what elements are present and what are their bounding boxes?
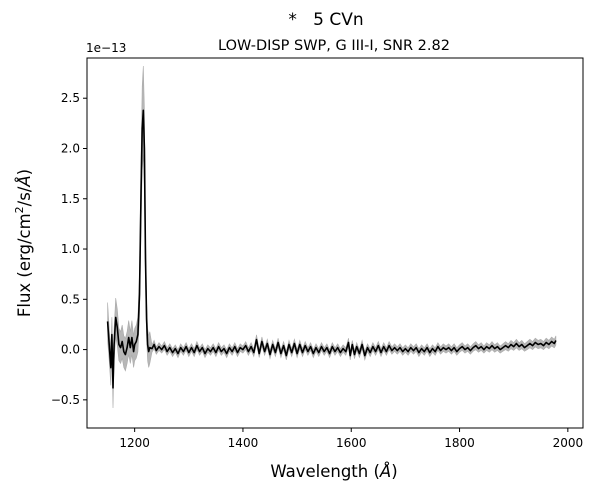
x-axis-label: Wavelength (Å) [270, 462, 397, 481]
series-line-0 [106, 109, 557, 389]
x-tick-label: 1200 [119, 436, 150, 450]
error-band-fill [107, 65, 557, 409]
x-axis-label-text: Wavelength ( [270, 462, 380, 481]
y-tick-label: 0.5 [61, 292, 80, 306]
y-tick-label: 2.0 [61, 141, 80, 155]
x-axis-label-end: ) [391, 462, 397, 481]
y-axis-label-end: ) [15, 169, 34, 175]
y-tick-label: 1.0 [61, 242, 80, 256]
y-axis-label-sup: 2 [13, 206, 26, 213]
axis-ticks: 1200 1400 1600 1800 2000 −0.5 0.0 0.5 1.0 1.5 2.0 2… [51, 91, 583, 450]
y-offset-label: 1e−13 [86, 41, 126, 55]
x-tick-label: 2000 [553, 436, 584, 450]
y-tick-label: 0.0 [61, 343, 80, 357]
x-tick-label: 1600 [336, 436, 367, 450]
error-band [107, 65, 557, 409]
y-axis-label: Flux (erg/cm2/s/Å) [13, 169, 34, 317]
y-tick-label: 2.5 [61, 91, 80, 105]
x-axis-label-unit: Å [379, 462, 391, 481]
y-axis-label-text: Flux (erg/cm [15, 213, 34, 317]
chart-suptitle: * 5 CVn [288, 10, 363, 30]
series-line-group [106, 109, 557, 389]
y-axis-label-unit: Å [15, 175, 34, 187]
y-axis-label-mid: /s/ [15, 186, 34, 206]
y-tick-label: 1.5 [61, 192, 80, 206]
chart-title: LOW-DISP SWP, G III-I, SNR 2.82 [218, 38, 450, 54]
x-tick-label: 1400 [228, 436, 259, 450]
y-tick-label: −0.5 [51, 393, 80, 407]
x-tick-label: 1800 [444, 436, 475, 450]
plot-frame [86, 57, 584, 429]
